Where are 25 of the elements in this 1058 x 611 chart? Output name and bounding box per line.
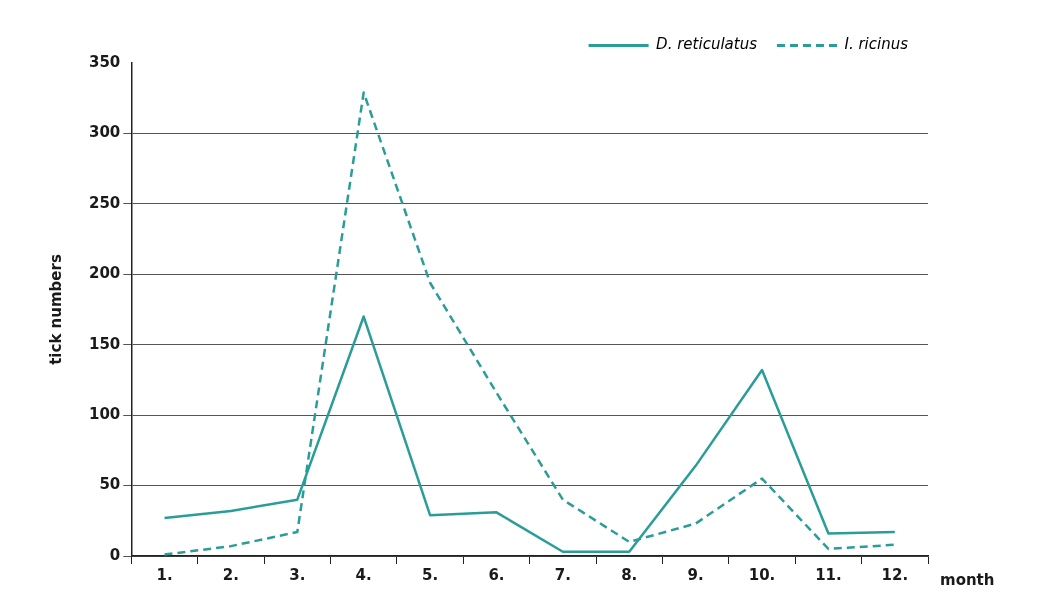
y-tick-label: 50	[99, 475, 121, 494]
legend-label: I. ricinus	[844, 35, 909, 54]
x-axis-title: month	[940, 570, 995, 589]
y-tick-label: 350	[89, 52, 121, 71]
x-tick-label: 1.	[156, 565, 173, 584]
x-tick-label: 11.	[815, 565, 842, 584]
y-tick-label: 0	[109, 545, 121, 564]
y-tick-label: 250	[89, 193, 121, 212]
x-tick-label: 3.	[289, 565, 306, 584]
line-series	[163, 91, 897, 556]
y-tick-label: 200	[89, 264, 121, 283]
x-tick-label: 12.	[881, 565, 909, 584]
x-tick-label: 5.	[422, 565, 439, 584]
x-tick-label: 9.	[687, 565, 704, 584]
y-tick-label: 150	[89, 334, 121, 353]
y-tick-label: 100	[89, 405, 121, 424]
x-tick-label: 4.	[355, 565, 372, 584]
x-tick-label: 8.	[621, 565, 638, 584]
legend-label: D. reticulatus	[656, 35, 758, 54]
x-tick-label: 2.	[222, 565, 239, 584]
x-tick-label: 7.	[554, 565, 571, 584]
x-tick-label: 10.	[748, 565, 776, 584]
x-tick-label: 6.	[488, 565, 505, 584]
y-tick-label: 300	[89, 123, 121, 142]
y-axis-title: tick numbers	[46, 254, 65, 365]
